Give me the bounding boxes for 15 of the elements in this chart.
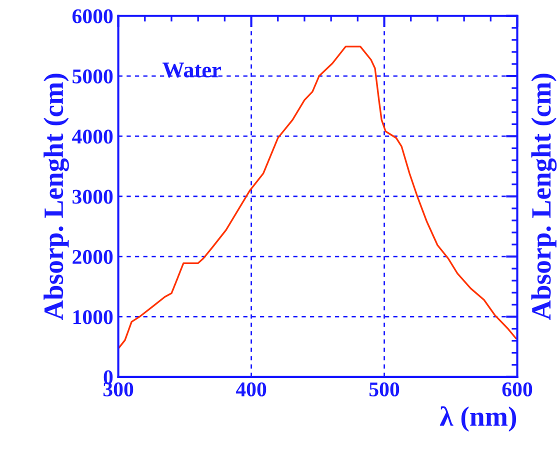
y-tick-label: 3000 bbox=[72, 190, 113, 204]
y-axis-title: Absorp. Lenght (cm) bbox=[44, 74, 69, 320]
y-tick-label: 4000 bbox=[72, 130, 113, 144]
annotation: Water bbox=[162, 62, 221, 78]
y-tick-label: 2000 bbox=[72, 250, 113, 264]
y-tick-label: 6000 bbox=[72, 9, 113, 24]
x-axis-title: λ (nm) bbox=[440, 406, 516, 432]
x-tick-label: 600 bbox=[502, 382, 532, 396]
x-tick-label: 400 bbox=[236, 382, 266, 396]
y-tick-label: 5000 bbox=[72, 69, 113, 84]
line-series bbox=[118, 46, 517, 350]
y2-axis-title: Absorp. Lenght (cm) bbox=[531, 74, 557, 320]
y-tick-label: 1000 bbox=[73, 310, 113, 324]
x-tick-label: 500 bbox=[369, 382, 400, 396]
x-tick-label: 300 bbox=[103, 382, 134, 396]
